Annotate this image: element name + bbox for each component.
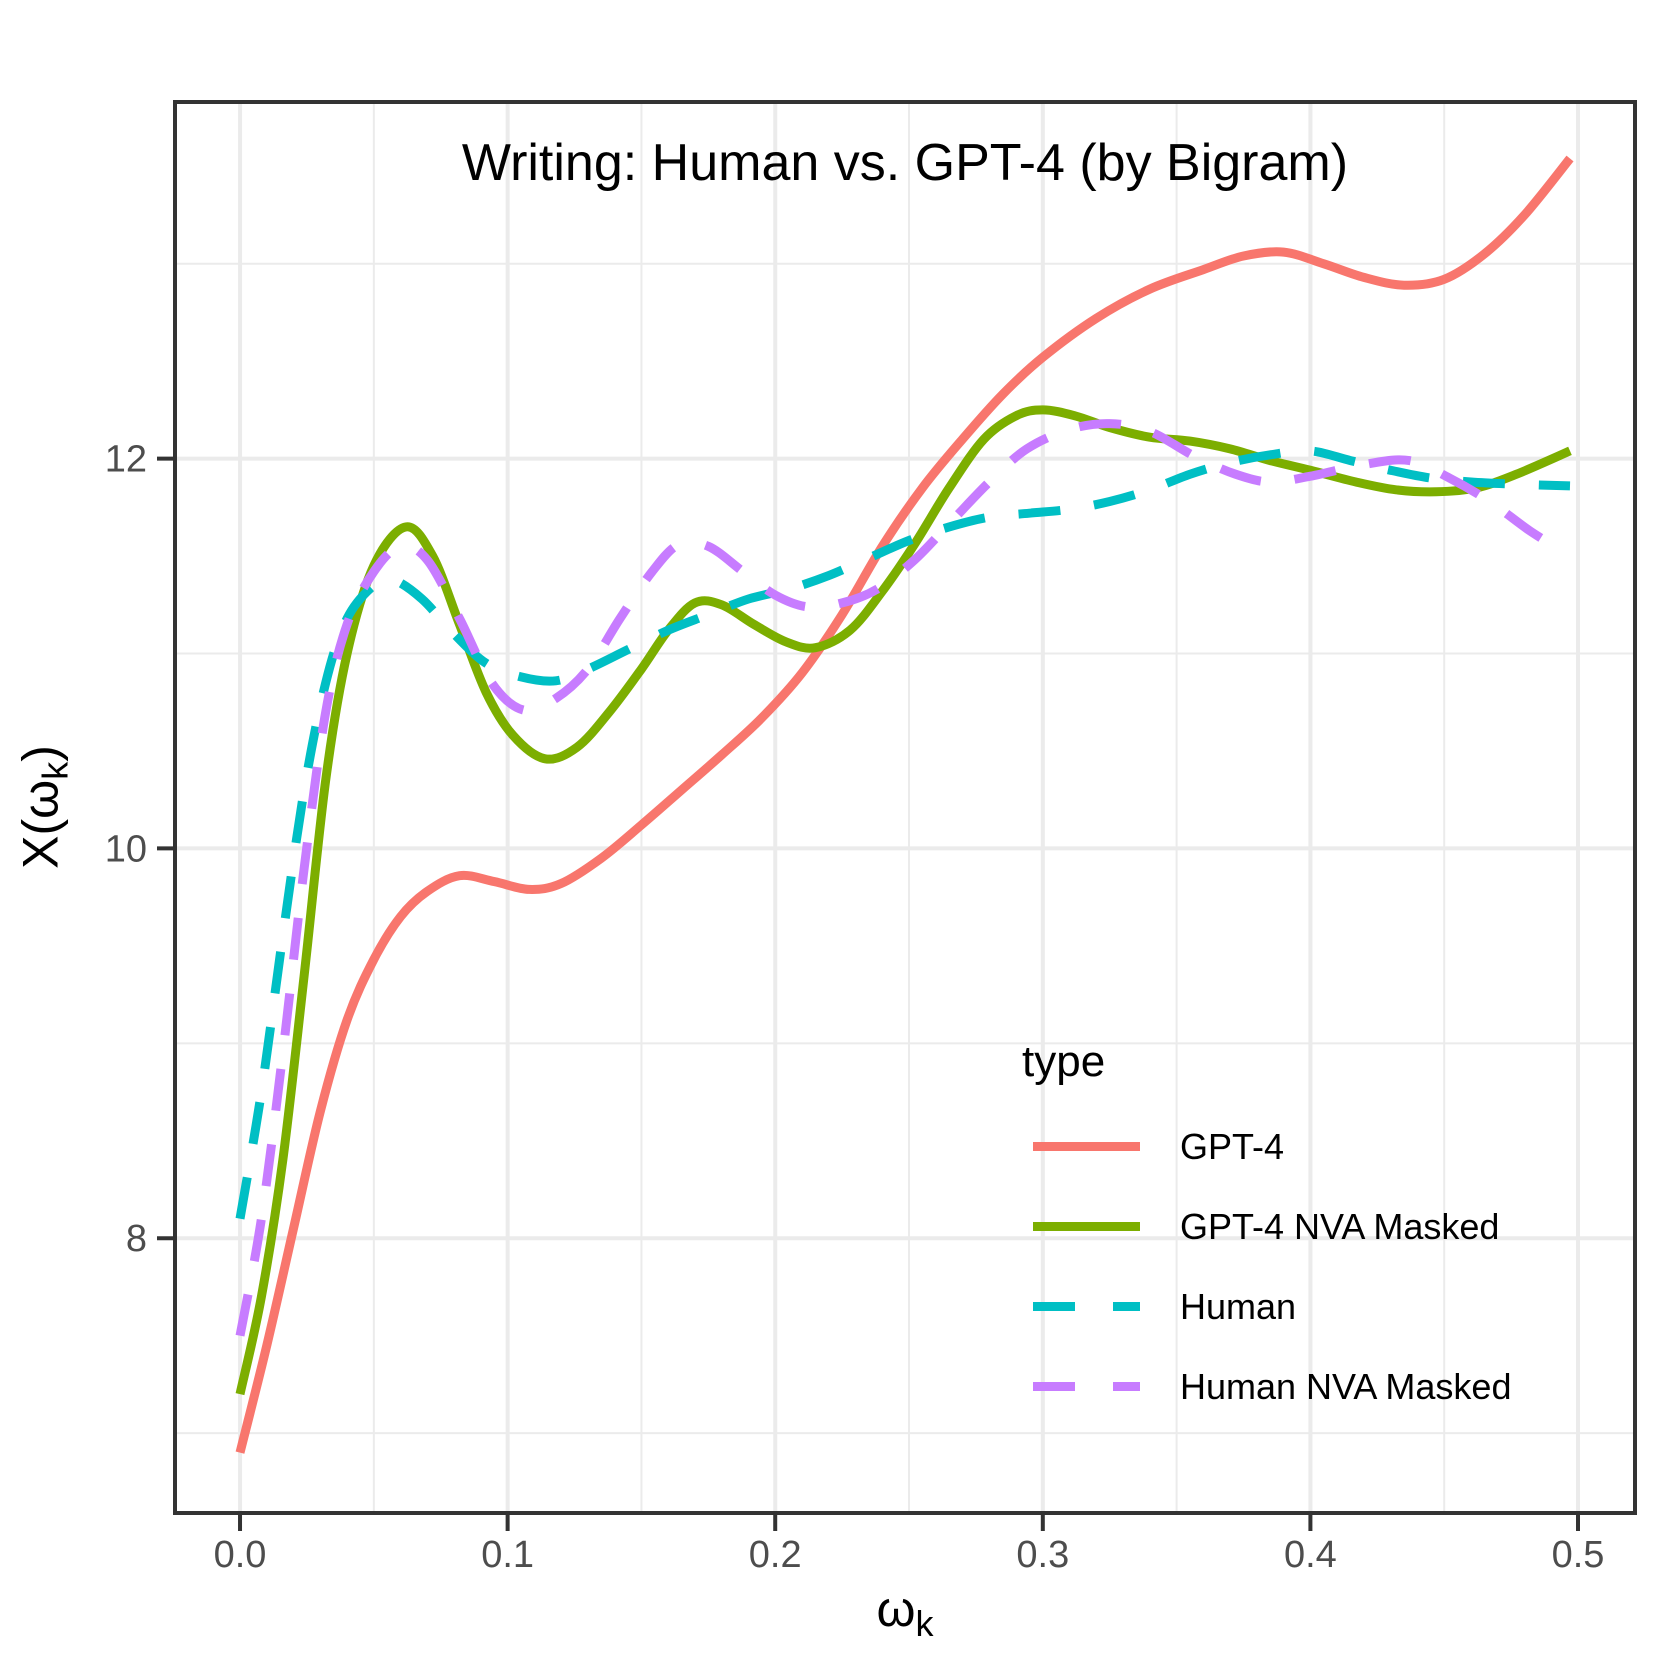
y-tick-label: 8	[126, 1218, 147, 1260]
legend-items: GPT-4 GPT-4 NVA Masked Human Human NVA Mask…	[1022, 1107, 1511, 1427]
y-axis-title-omega: ω	[12, 779, 69, 819]
series-line-gpt-4	[235, 155, 1574, 1454]
legend-label: GPT-4	[1180, 1125, 1285, 1167]
legend-item-human: Human	[1022, 1267, 1511, 1347]
x-tick-label: 0.2	[749, 1534, 802, 1576]
legend-item-gpt-4: GPT-4	[1022, 1107, 1511, 1187]
legend-label: Human NVA Masked	[1180, 1365, 1512, 1407]
panel-border	[173, 100, 1637, 1515]
legend-item-human-nva-masked: Human NVA Masked	[1022, 1347, 1511, 1427]
x-axis-title-omega: ω	[876, 1581, 916, 1637]
x-tick-label: 0.4	[1284, 1534, 1337, 1576]
x-axis-title-subscript: k	[915, 1603, 934, 1644]
legend-item-gpt-4-nva-masked: GPT-4 NVA Masked	[1022, 1187, 1511, 1267]
legend-label: Human	[1180, 1285, 1297, 1327]
legend-key-gpt-4	[1033, 1142, 1140, 1152]
x-tick-label: 0.1	[481, 1534, 534, 1576]
legend-label: GPT-4 NVA Masked	[1180, 1205, 1500, 1247]
x-tick-label: 0.3	[1016, 1534, 1069, 1576]
y-axis-title: X(ωk)	[12, 745, 77, 869]
x-tick-label: 0.0	[214, 1534, 267, 1576]
y-axis-title-subscript: k	[34, 761, 76, 780]
plot-title: Writing: Human vs. GPT-4 (by Bigram)	[461, 134, 1349, 192]
legend-key-gpt-4-nva-masked	[1033, 1222, 1140, 1232]
legend-key-human	[1033, 1302, 1140, 1312]
y-tick-label: 12	[105, 439, 147, 481]
x-tick-label: 0.5	[1552, 1534, 1605, 1576]
y-axis-title-suffix: )	[12, 745, 69, 762]
x-axis-title: ωk	[175, 1580, 1635, 1645]
legend-title: type	[1022, 1037, 1106, 1086]
series-line-human-nva-masked	[235, 419, 1567, 1337]
y-axis-title-prefix: X(	[12, 818, 69, 869]
y-tick-label: 10	[105, 828, 147, 870]
legend: type GPT-4 GPT-4 NVA Masked Human Human NVA…	[1022, 1036, 1511, 1427]
legend-key-human-nva-masked	[1033, 1382, 1140, 1392]
